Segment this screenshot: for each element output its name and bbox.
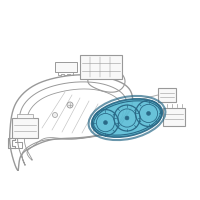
Bar [17,114,33,118]
Circle shape [147,111,150,115]
Bar [55,62,77,72]
Bar [163,108,185,126]
Ellipse shape [92,99,162,137]
Bar [12,118,38,138]
Circle shape [104,121,107,125]
Circle shape [67,102,73,108]
Circle shape [52,112,58,117]
Bar [158,88,176,102]
Bar [80,55,122,79]
Circle shape [125,116,129,120]
